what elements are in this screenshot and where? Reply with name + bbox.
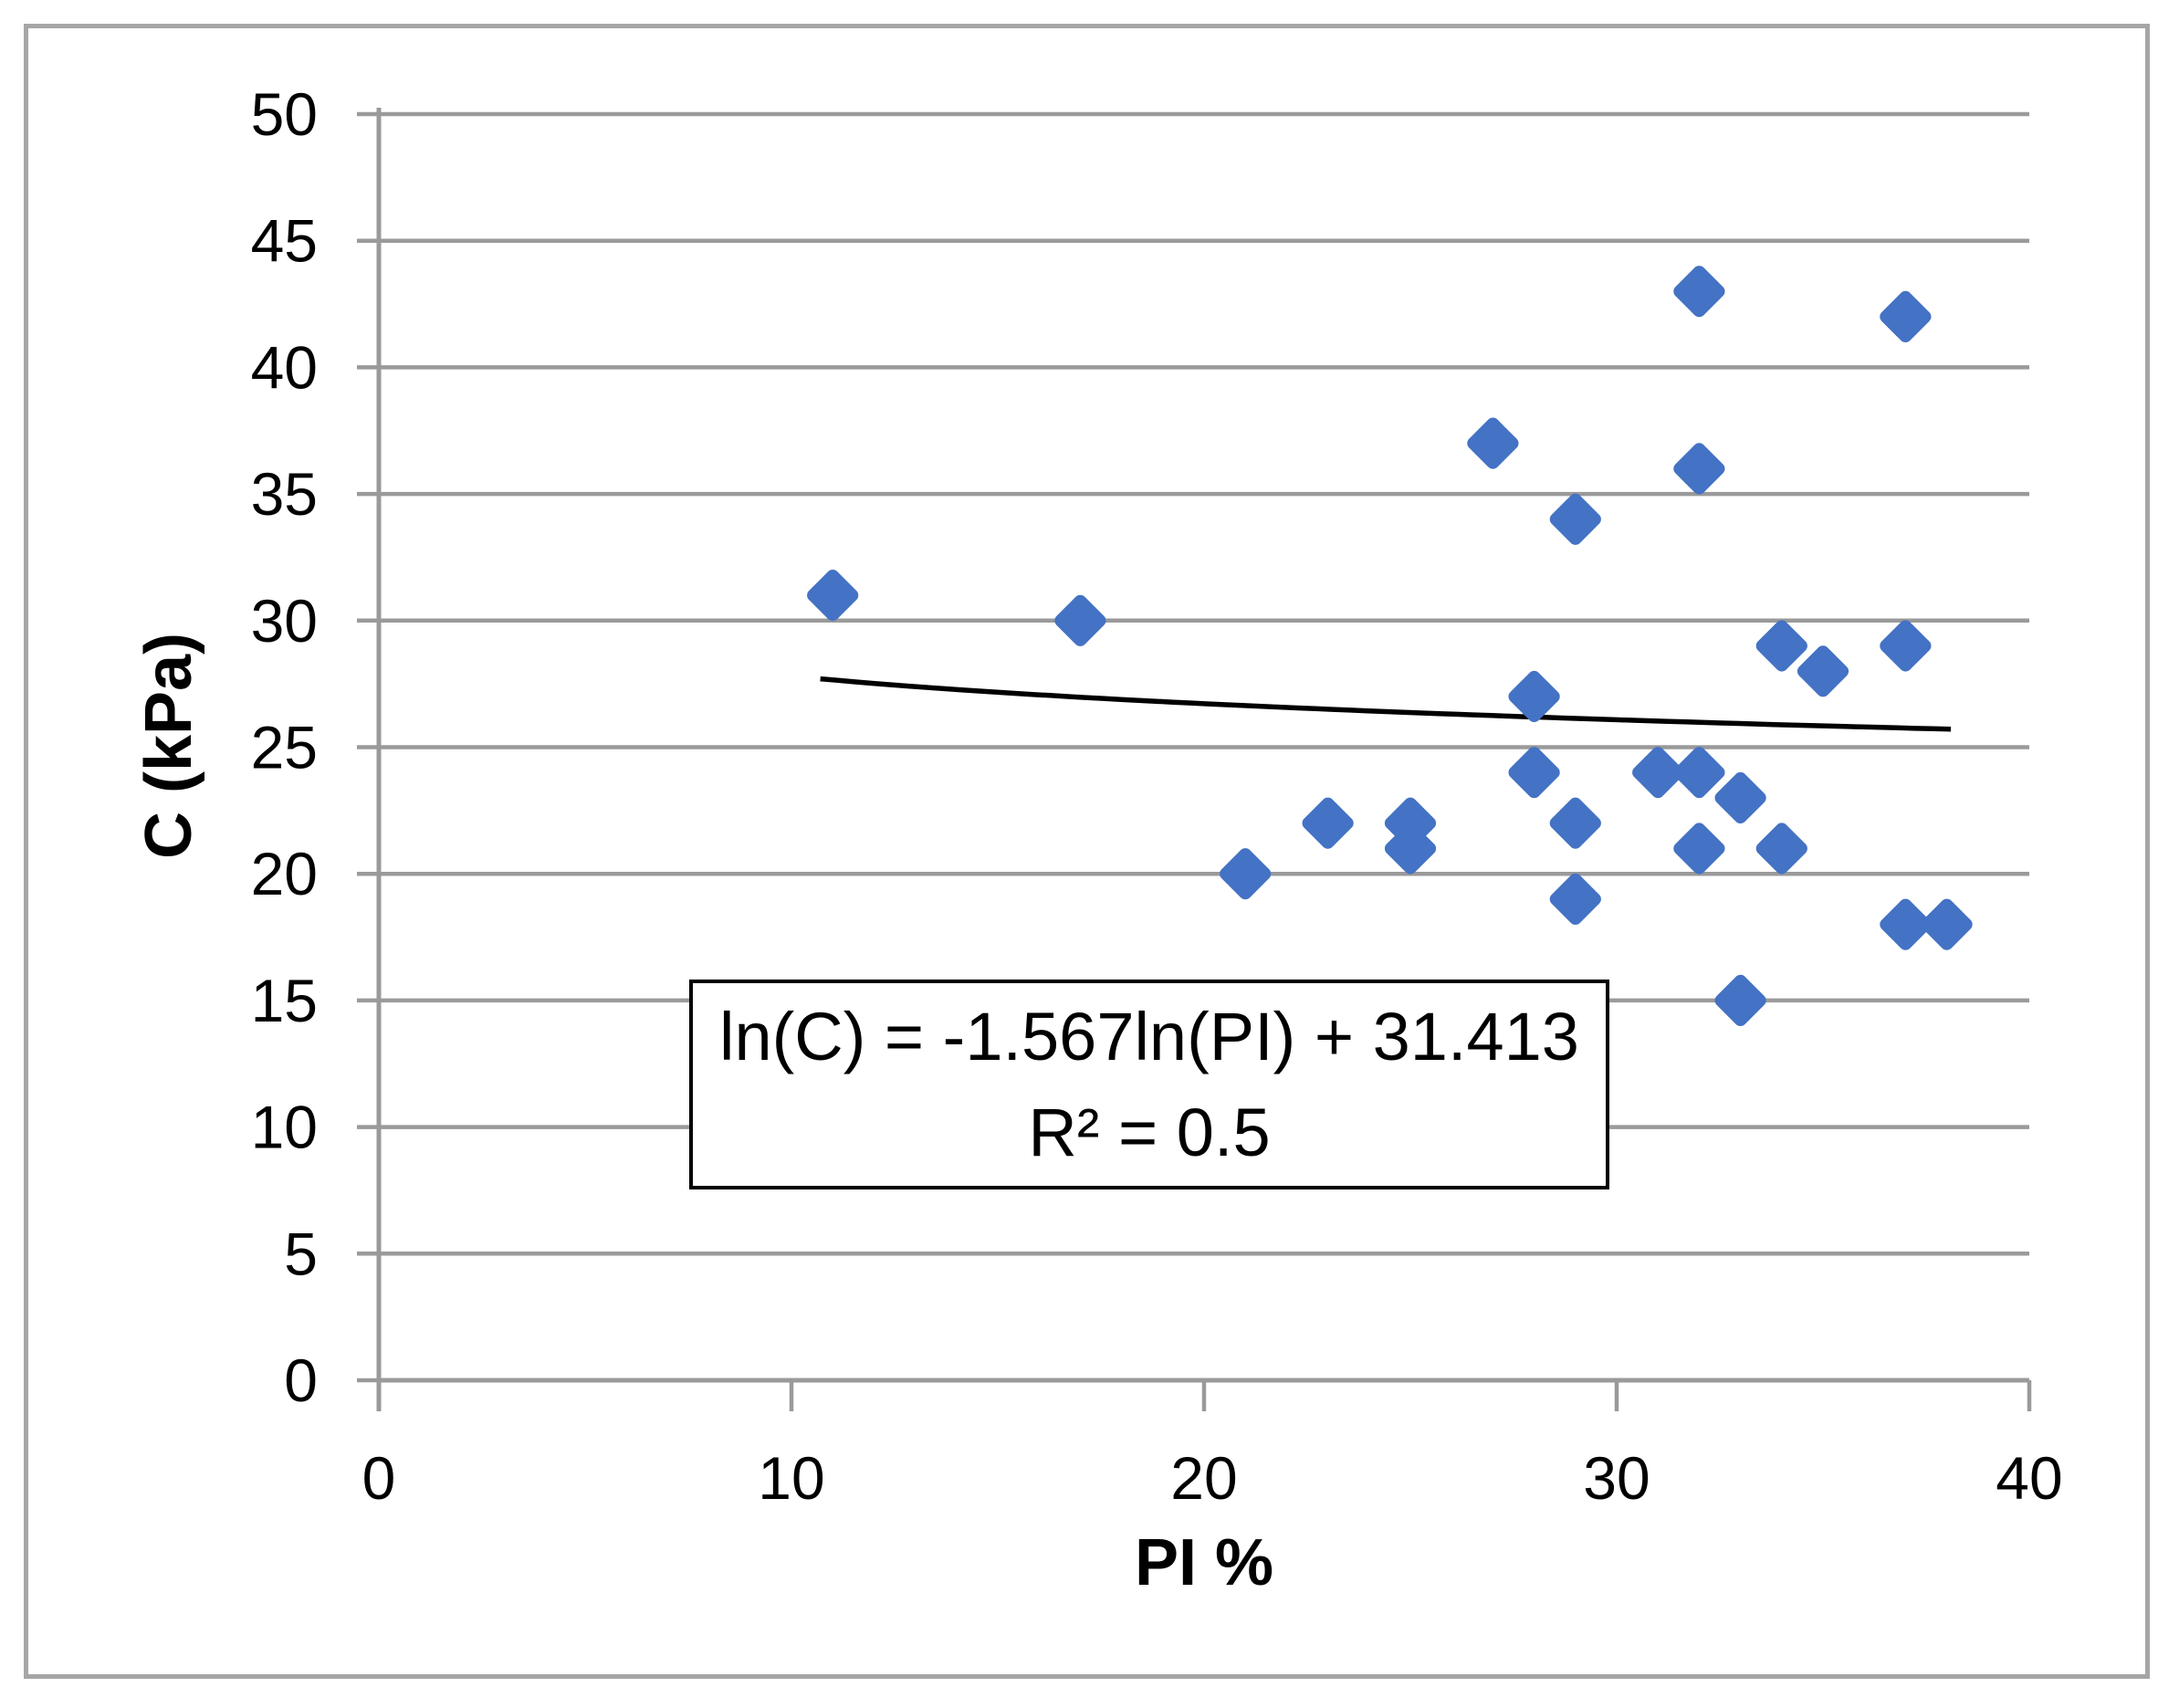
trendline-equation-text: ln(C) = -1.567ln(PI) + 31.413 (719, 998, 1579, 1074)
data-point-28-27 (1508, 670, 1560, 723)
data-point-35-28 (1797, 645, 1849, 697)
y-tick-label-35: 35 (251, 460, 318, 528)
data-point-11-31 (807, 569, 859, 622)
y-tick-label-30: 30 (251, 587, 318, 655)
data-point-21-20 (1220, 848, 1272, 900)
x-tick-label-40: 40 (1996, 1444, 2062, 1512)
y-tick-label-40: 40 (251, 333, 318, 401)
data-point-32-21 (1673, 823, 1725, 875)
data-point-33-23 (1714, 771, 1766, 824)
data-point-29-19 (1549, 873, 1601, 926)
data-point-33-15 (1714, 974, 1766, 1027)
y-tick-label-50: 50 (251, 80, 318, 148)
x-axis-title: PI % (1134, 1526, 1274, 1599)
y-axis-title: C (kPa) (132, 632, 205, 860)
x-tick-label-20: 20 (1170, 1444, 1237, 1512)
y-tick-label-20: 20 (251, 840, 318, 907)
x-tick-label-30: 30 (1583, 1444, 1650, 1512)
data-point-34-29 (1755, 620, 1807, 672)
data-point-25-21 (1384, 823, 1437, 875)
data-point-17-30 (1054, 594, 1106, 646)
data-point-29-34 (1549, 493, 1601, 545)
x-tick-label-0: 0 (362, 1444, 396, 1512)
data-point-37-18 (1880, 898, 1932, 950)
trendline-equation-box: ln(C) = -1.567ln(PI) + 31.413 R² = 0.5 (689, 980, 1609, 1189)
data-point-38-18 (1921, 898, 1973, 950)
data-point-32-24 (1673, 747, 1725, 799)
y-tick-label-15: 15 (251, 967, 318, 1034)
data-point-37-42 (1880, 290, 1932, 343)
data-point-32-36 (1673, 443, 1725, 495)
data-point-32-43 (1673, 266, 1725, 318)
trend-line (820, 676, 1952, 732)
y-tick-label-25: 25 (251, 714, 318, 781)
data-point-34-21 (1755, 823, 1807, 875)
y-tick-label-0: 0 (284, 1346, 318, 1414)
data-point-37-29 (1880, 620, 1932, 672)
y-tick-label-45: 45 (251, 207, 318, 275)
data-point-23-22 (1302, 797, 1354, 849)
x-tick-label-10: 10 (758, 1444, 824, 1512)
data-point-31-24 (1632, 747, 1684, 799)
data-point-28-24 (1508, 747, 1560, 799)
r-squared-text: R² = 0.5 (1028, 1095, 1271, 1170)
data-point-29-22 (1549, 797, 1601, 849)
data-point-27-37 (1467, 417, 1519, 469)
y-tick-label-10: 10 (251, 1094, 318, 1161)
y-tick-label-5: 5 (284, 1220, 318, 1287)
